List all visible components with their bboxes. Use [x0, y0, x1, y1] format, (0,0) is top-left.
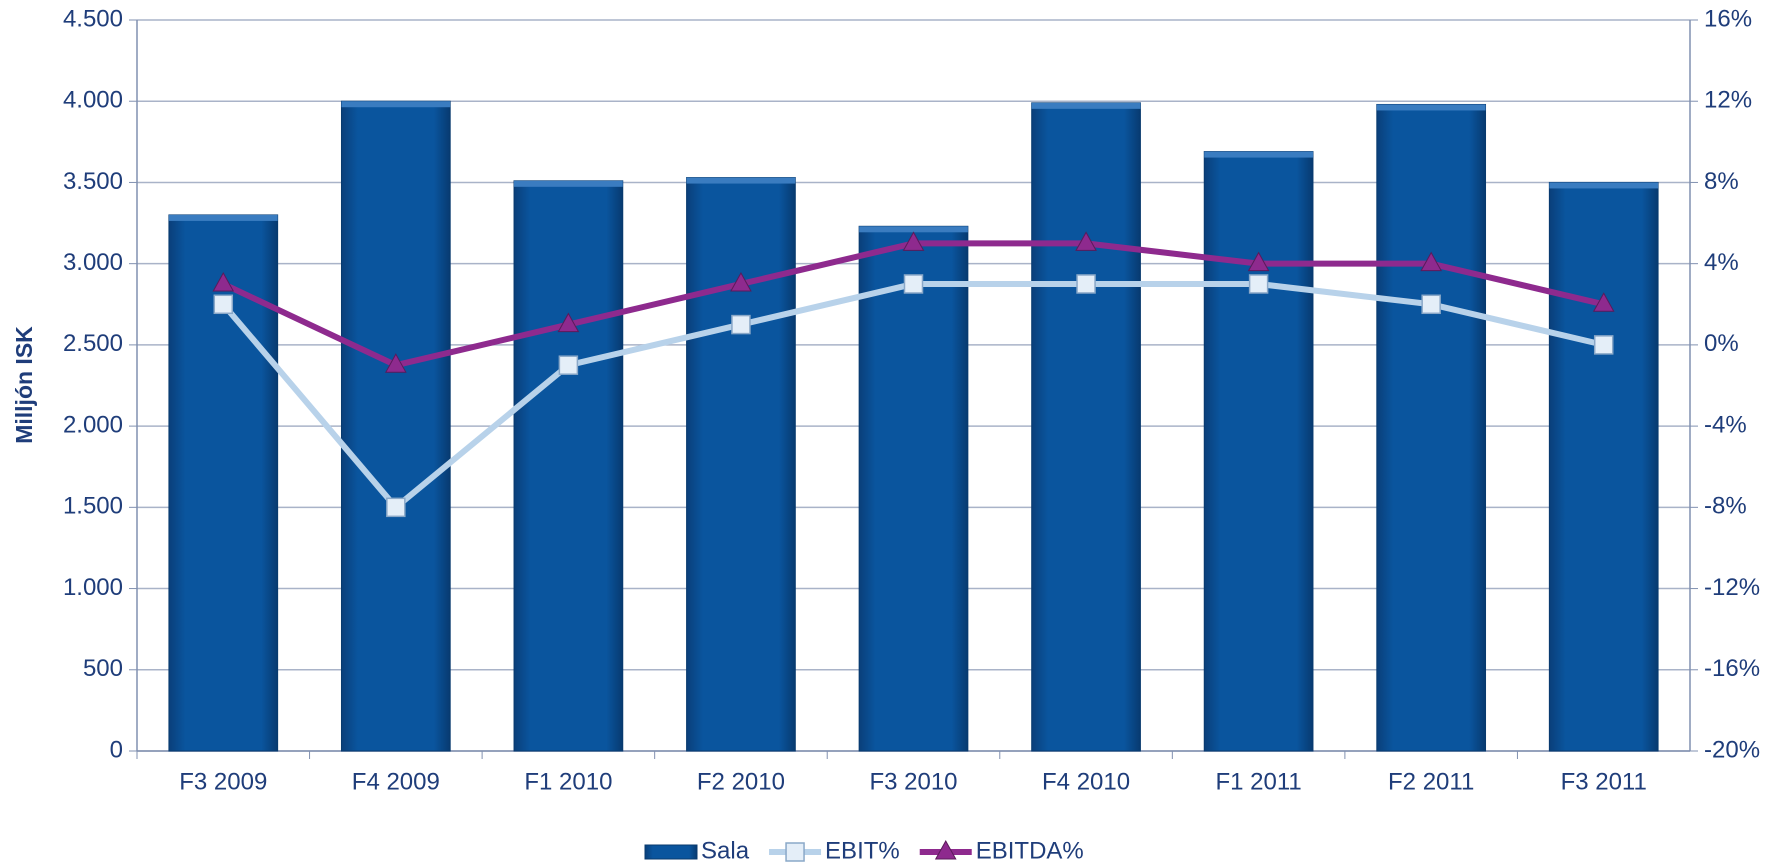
y-tick-label: 1.000 — [63, 574, 123, 601]
marker — [1593, 335, 1614, 355]
bar-top — [1204, 151, 1313, 158]
marker — [1075, 231, 1097, 251]
x-tick-label: F1 2011 — [1215, 768, 1301, 795]
legend-label: EBITDA% — [976, 837, 1084, 864]
y2-tick-label: -12% — [1704, 574, 1760, 601]
y2-tick-label: 8% — [1704, 168, 1739, 195]
x-tick-label: F3 2011 — [1561, 768, 1647, 795]
x-tick-label: F4 2009 — [352, 768, 440, 795]
bar — [858, 225, 969, 752]
y-tick-label: 500 — [83, 655, 123, 682]
y2-tick-label: -20% — [1704, 736, 1760, 763]
y2-tick-label: 4% — [1704, 249, 1739, 276]
x-tick-label: F1 2010 — [524, 768, 612, 795]
bar-top — [686, 177, 796, 184]
bar — [686, 177, 796, 752]
marker — [558, 355, 579, 375]
marker — [1592, 292, 1615, 312]
y2-tick-label: 0% — [1704, 330, 1739, 357]
bar-top — [1376, 104, 1486, 111]
y2-tick-label: -16% — [1704, 655, 1760, 682]
marker — [1248, 274, 1269, 294]
legend-label: EBIT% — [825, 837, 900, 864]
legend-swatch — [644, 844, 698, 860]
legend-label: Sala — [701, 837, 750, 864]
bar — [1031, 102, 1141, 752]
marker — [903, 274, 924, 294]
y2-tick-label: 16% — [1704, 5, 1752, 32]
y-tick-label: 0 — [110, 736, 123, 763]
y-tick-label: 4.000 — [63, 87, 123, 114]
y-tick-label: 3.000 — [63, 249, 123, 276]
marker — [386, 497, 406, 518]
y2-tick-label: -8% — [1704, 493, 1747, 520]
marker — [902, 231, 925, 251]
bar — [1376, 103, 1487, 752]
bar-top — [859, 226, 968, 233]
marker — [384, 353, 407, 373]
bar — [513, 180, 624, 752]
y-tick-label: 2.000 — [63, 411, 123, 438]
bar-top — [1031, 102, 1141, 109]
marker — [731, 314, 751, 335]
marker — [934, 839, 957, 860]
bar — [1203, 151, 1314, 752]
marker — [785, 842, 805, 862]
marker — [213, 294, 234, 315]
marker — [1420, 251, 1443, 272]
bar-top — [1549, 182, 1659, 189]
bar — [1548, 181, 1659, 752]
y-tick-label: 3.500 — [63, 168, 123, 195]
y2-tick-label: -4% — [1704, 411, 1747, 438]
x-tick-label: F2 2010 — [697, 768, 785, 795]
x-tick-label: F3 2010 — [869, 768, 957, 795]
x-tick-label: F2 2011 — [1388, 768, 1474, 795]
y2-tick-label: 12% — [1704, 87, 1752, 114]
y-axis-label: Milljón ISK — [11, 326, 37, 444]
bar-top — [514, 180, 623, 187]
marker — [730, 271, 752, 292]
y-tick-label: 2.500 — [63, 330, 123, 357]
marker — [1421, 294, 1441, 315]
bar — [340, 100, 451, 752]
y-tick-label: 4.500 — [63, 5, 123, 32]
bar-top — [168, 214, 278, 221]
y-tick-label: 1.500 — [63, 493, 123, 520]
x-tick-label: F4 2010 — [1042, 768, 1130, 795]
bar-top — [341, 101, 451, 108]
marker — [212, 271, 235, 292]
marker — [557, 312, 580, 333]
x-tick-label: F3 2009 — [179, 768, 267, 795]
marker — [1076, 274, 1096, 294]
marker — [1247, 251, 1270, 272]
